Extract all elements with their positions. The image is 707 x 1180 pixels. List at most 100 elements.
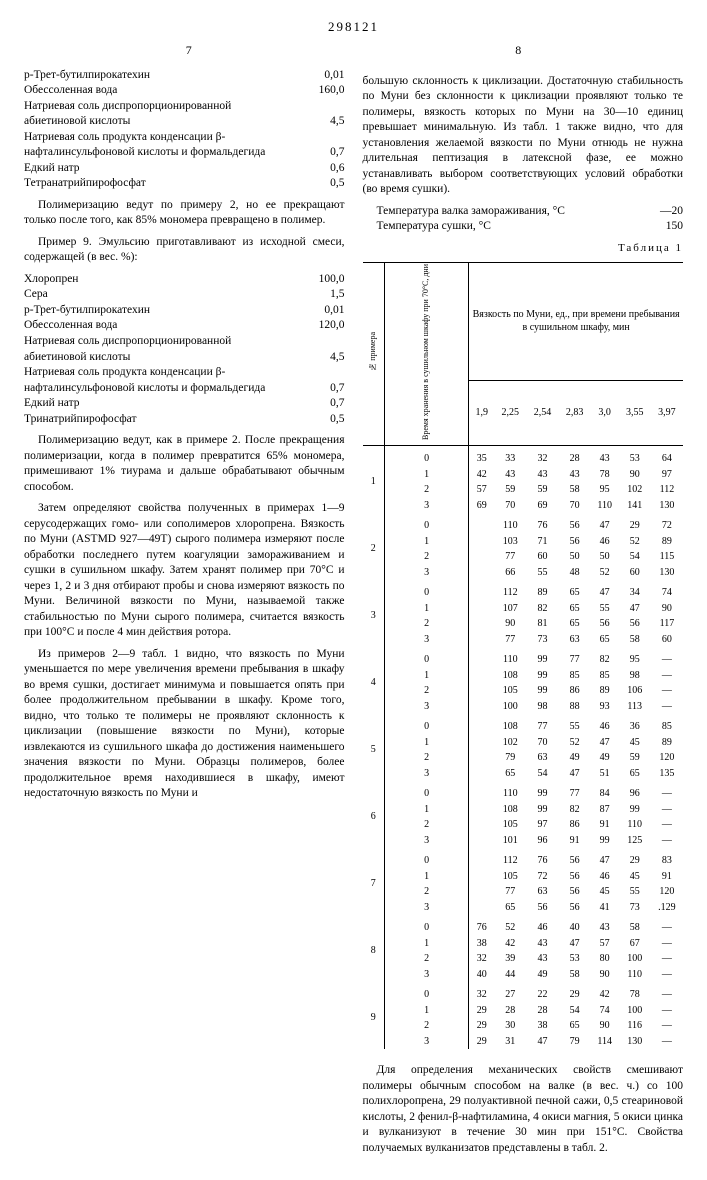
- value-cell: 113: [619, 699, 651, 715]
- value-cell: 74: [651, 580, 683, 601]
- value-cell: 56: [559, 513, 591, 534]
- example-number-cell: 3: [363, 580, 385, 647]
- composition-label: Натриевая соль продукта конденсации β-на…: [24, 365, 309, 396]
- composition-label: р-Трет-бутилпирокатехин: [24, 303, 309, 319]
- composition-value: 0,7: [309, 145, 345, 161]
- day-cell: 2: [385, 1018, 469, 1034]
- value-cell: 28: [526, 1003, 558, 1019]
- value-cell: 42: [494, 936, 526, 952]
- composition-row: р-Трет-бутилпирокатехин0,01: [24, 303, 345, 319]
- right-col-number: 8: [354, 42, 684, 58]
- temperature-values: Температура валка замораживания, °С—20Те…: [377, 204, 684, 235]
- day-cell: 1: [385, 735, 469, 751]
- composition-value: 0,01: [309, 68, 345, 84]
- para-conclusions: Из примеров 2—9 табл. 1 видно, что вязко…: [24, 647, 345, 802]
- value-cell: 106: [619, 683, 651, 699]
- left-col-number: 7: [24, 42, 354, 58]
- value-cell: 65: [619, 766, 651, 782]
- day-cell: 3: [385, 833, 469, 849]
- composition-label: Едкий натр: [24, 161, 309, 177]
- value-cell: 103: [494, 534, 526, 550]
- day-cell: 1: [385, 467, 469, 483]
- table-row: 27760505054115: [363, 549, 684, 565]
- value-cell: 43: [526, 936, 558, 952]
- value-cell: 77: [559, 781, 591, 802]
- composition-value: 4,5: [309, 350, 345, 366]
- value-cell: 52: [591, 565, 619, 581]
- value-cell: 112: [494, 580, 526, 601]
- composition-row: Натриевая соль диспропорционированной аб…: [24, 334, 345, 365]
- value-cell: 77: [494, 884, 526, 900]
- value-cell: 105: [494, 869, 526, 885]
- composition-label: Хлоропрен: [24, 272, 309, 288]
- day-cell: 3: [385, 699, 469, 715]
- value-cell: —: [651, 915, 683, 936]
- value-cell: 90: [591, 1018, 619, 1034]
- day-cell: 3: [385, 900, 469, 916]
- value-cell: 49: [559, 750, 591, 766]
- table-row: 25759595895102112: [363, 482, 684, 498]
- value-cell: 52: [494, 915, 526, 936]
- value-cell: 63: [559, 632, 591, 648]
- value-cell: 76: [469, 915, 494, 936]
- value-cell: 89: [651, 534, 683, 550]
- value-cell: 105: [494, 683, 526, 699]
- day-cell: 1: [385, 601, 469, 617]
- value-cell: 48: [559, 565, 591, 581]
- value-cell: 86: [559, 817, 591, 833]
- value-cell: [469, 668, 494, 684]
- table-row: 11027052474589: [363, 735, 684, 751]
- value-cell: 47: [591, 735, 619, 751]
- table-row: 12928285474100—: [363, 1003, 684, 1019]
- table-row: 11037156465289: [363, 534, 684, 550]
- value-cell: 141: [619, 498, 651, 514]
- table-row: 369706970110141130: [363, 498, 684, 514]
- value-cell: 73: [619, 900, 651, 916]
- value-cell: [469, 833, 494, 849]
- composition-row: Сера1,5: [24, 287, 345, 303]
- value-cell: 60: [526, 549, 558, 565]
- day-cell: 0: [385, 714, 469, 735]
- value-cell: 108: [494, 668, 526, 684]
- value-cell: 108: [494, 802, 526, 818]
- table-row: 1384243475767—: [363, 936, 684, 952]
- value-cell: 77: [526, 714, 558, 735]
- day-cell: 0: [385, 446, 469, 467]
- composition-value: 0,01: [309, 303, 345, 319]
- time-column-header: 3,55: [619, 381, 651, 446]
- value-cell: 55: [559, 714, 591, 735]
- value-cell: 89: [591, 683, 619, 699]
- value-cell: 38: [526, 1018, 558, 1034]
- value-cell: 58: [619, 632, 651, 648]
- value-cell: 60: [651, 632, 683, 648]
- value-cell: 43: [591, 915, 619, 936]
- value-cell: 69: [526, 498, 558, 514]
- value-cell: 56: [559, 900, 591, 916]
- day-cell: 1: [385, 668, 469, 684]
- value-cell: 40: [559, 915, 591, 936]
- composition-label: Едкий натр: [24, 396, 309, 412]
- composition-label: Натриевая соль диспропорционированной аб…: [24, 99, 309, 130]
- value-cell: 44: [494, 967, 526, 983]
- value-cell: 47: [619, 601, 651, 617]
- value-cell: 29: [469, 1034, 494, 1050]
- example-number-cell: 8: [363, 915, 385, 982]
- value-cell: 99: [591, 833, 619, 849]
- day-cell: 1: [385, 802, 469, 818]
- para-cyclization: большую склонность к циклизации. Достато…: [363, 74, 684, 198]
- value-cell: 49: [591, 750, 619, 766]
- table-row: 201107656472972: [363, 513, 684, 534]
- value-cell: 45: [619, 735, 651, 751]
- value-cell: 70: [559, 498, 591, 514]
- value-cell: 79: [559, 1034, 591, 1050]
- value-cell: 120: [651, 884, 683, 900]
- table-row: 6011099778496—: [363, 781, 684, 802]
- value-cell: 89: [526, 580, 558, 601]
- value-cell: 50: [559, 549, 591, 565]
- day-cell: 2: [385, 616, 469, 632]
- value-cell: 91: [559, 833, 591, 849]
- value-cell: [469, 601, 494, 617]
- value-cell: 91: [651, 869, 683, 885]
- value-cell: 59: [494, 482, 526, 498]
- value-cell: 135: [651, 766, 683, 782]
